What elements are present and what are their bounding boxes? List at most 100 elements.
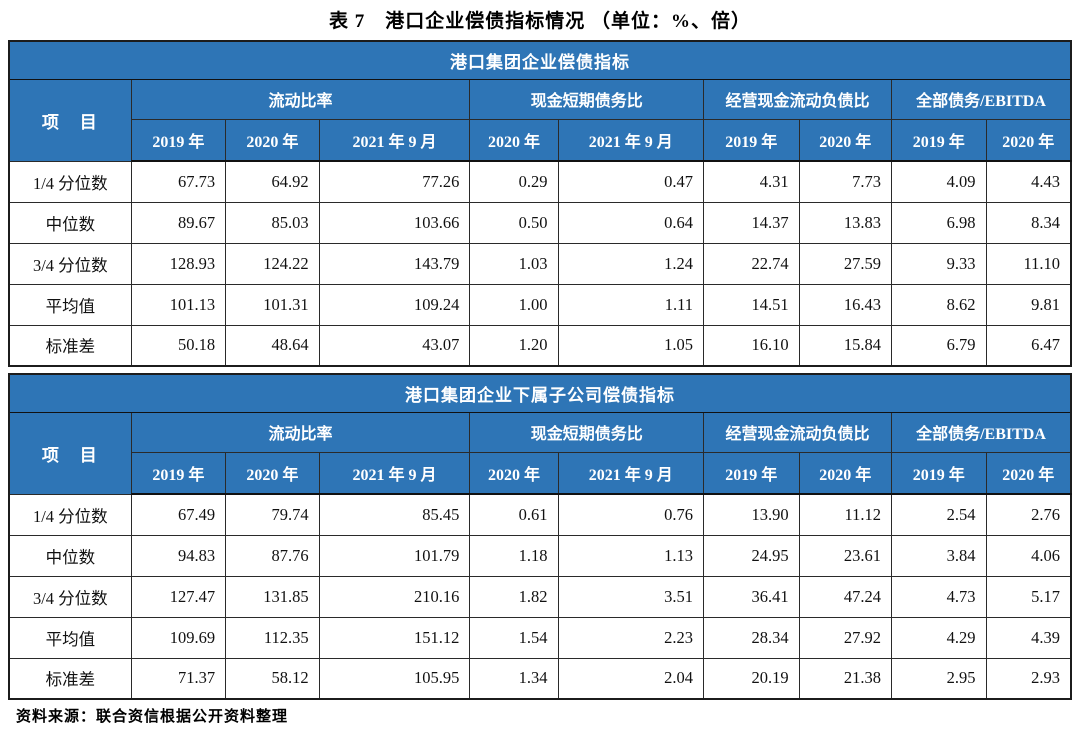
data-cell: 6.47: [985, 324, 1072, 367]
table-row: 1/4 分位数 67.49 79.74 85.45 0.61 0.76 13.9…: [8, 493, 1072, 536]
data-cell: 101.31: [225, 283, 320, 326]
data-cell: 103.66: [318, 201, 471, 244]
data-cell: 11.10: [985, 242, 1072, 285]
year-header: 2020 年: [225, 451, 320, 495]
year-header-row: 2019 年 2020 年 2021 年 9 月 2020 年 2021 年 9…: [9, 451, 1072, 495]
column-group-operating-cash-current-liabilities-ratio: 经营现金流动负债比: [703, 78, 892, 120]
data-cell: 20.19: [703, 657, 800, 700]
data-cell: 4.43: [985, 160, 1072, 203]
data-cell: 47.24: [798, 575, 892, 618]
year-header: 2019 年: [130, 451, 227, 495]
data-cell: 131.85: [225, 575, 320, 618]
row-label: 中位数: [8, 201, 132, 244]
year-header: 2020 年: [985, 451, 1072, 495]
data-cell: 13.90: [703, 493, 800, 536]
year-header: 2019 年: [703, 118, 800, 162]
data-cell: 101.13: [130, 283, 227, 326]
data-cell: 2.95: [890, 657, 987, 700]
data-cell: 24.95: [703, 534, 800, 577]
group-header-row: 项 目 流动比率 现金短期债务比 经营现金流动负债比 全部债务/EBITDA: [8, 411, 1072, 495]
data-cell: 64.92: [225, 160, 320, 203]
data-cell: 1.18: [469, 534, 559, 577]
year-header: 2019 年: [703, 451, 800, 495]
data-cell: 4.31: [703, 160, 800, 203]
data-cell: 22.74: [703, 242, 800, 285]
data-cell: 2.04: [557, 657, 705, 700]
data-cell: 8.62: [890, 283, 987, 326]
row-label: 3/4 分位数: [8, 242, 132, 285]
data-cell: 0.64: [557, 201, 705, 244]
data-cell: 4.39: [985, 616, 1072, 659]
row-label: 标准差: [8, 324, 132, 367]
row-label: 1/4 分位数: [8, 493, 132, 536]
data-cell: 0.29: [469, 160, 559, 203]
source-note: 资料来源：联合资信根据公开资料整理: [16, 709, 289, 725]
row-label: 3/4 分位数: [8, 575, 132, 618]
column-group-cash-short-term-debt-ratio: 现金短期债务比: [469, 78, 705, 120]
data-cell: 109.69: [130, 616, 227, 659]
table-row: 中位数 89.67 85.03 103.66 0.50 0.64 14.37 1…: [8, 201, 1072, 244]
data-cell: 4.09: [890, 160, 987, 203]
data-cell: 2.54: [890, 493, 987, 536]
row-label: 中位数: [8, 534, 132, 577]
data-cell: 9.33: [890, 242, 987, 285]
data-cell: 6.98: [890, 201, 987, 244]
data-cell: 4.29: [890, 616, 987, 659]
data-cell: 27.92: [798, 616, 892, 659]
section-title-row: 港口集团企业偿债指标: [8, 40, 1072, 80]
data-cell: 1.20: [469, 324, 559, 367]
data-cell: 28.34: [703, 616, 800, 659]
data-cell: 67.73: [130, 160, 227, 203]
year-header-row: 2019 年 2020 年 2021 年 9 月 2020 年 2021 年 9…: [9, 118, 1072, 162]
section-title-row: 港口集团企业下属子公司偿债指标: [8, 373, 1072, 413]
data-cell: 4.73: [890, 575, 987, 618]
group-indicators-table: 港口集团企业偿债指标 项 目 流动比率 现金短期债务比 经营现金流动负债比 全部…: [8, 40, 1072, 367]
data-cell: 0.76: [557, 493, 705, 536]
data-cell: 79.74: [225, 493, 320, 536]
data-cell: 112.35: [225, 616, 320, 659]
group-header-row: 项 目 流动比率 现金短期债务比 经营现金流动负债比 全部债务/EBITDA: [8, 78, 1072, 162]
year-header: 2020 年: [985, 118, 1072, 162]
column-group-current-ratio: 流动比率: [130, 411, 471, 453]
data-cell: 105.95: [318, 657, 471, 700]
data-cell: 101.79: [318, 534, 471, 577]
data-cell: 14.37: [703, 201, 800, 244]
table-row: 标准差 50.18 48.64 43.07 1.20 1.05 16.10 15…: [8, 324, 1072, 367]
table-row: 标准差 71.37 58.12 105.95 1.34 2.04 20.19 2…: [8, 657, 1072, 700]
data-cell: 13.83: [798, 201, 892, 244]
data-cell: 1.13: [557, 534, 705, 577]
year-header: 2020 年: [469, 451, 559, 495]
year-header: 2019 年: [890, 451, 987, 495]
data-cell: 127.47: [130, 575, 227, 618]
data-cell: 3.51: [557, 575, 705, 618]
data-cell: 50.18: [130, 324, 227, 367]
data-cell: 1.82: [469, 575, 559, 618]
column-group-current-ratio: 流动比率: [130, 78, 471, 120]
table-row: 平均值 109.69 112.35 151.12 1.54 2.23 28.34…: [8, 616, 1072, 659]
table-row: 3/4 分位数 128.93 124.22 143.79 1.03 1.24 2…: [8, 242, 1072, 285]
year-header: 2019 年: [890, 118, 987, 162]
column-group-operating-cash-current-liabilities-ratio: 经营现金流动负债比: [703, 411, 892, 453]
data-cell: 1.54: [469, 616, 559, 659]
data-cell: 14.51: [703, 283, 800, 326]
data-cell: 15.84: [798, 324, 892, 367]
year-header: 2020 年: [225, 118, 320, 162]
year-header: 2021 年 9 月: [557, 118, 705, 162]
data-cell: 77.26: [318, 160, 471, 203]
year-header: 2020 年: [469, 118, 559, 162]
data-cell: 36.41: [703, 575, 800, 618]
data-cell: 151.12: [318, 616, 471, 659]
data-cell: 210.16: [318, 575, 471, 618]
data-cell: 0.50: [469, 201, 559, 244]
table-row: 1/4 分位数 67.73 64.92 77.26 0.29 0.47 4.31…: [8, 160, 1072, 203]
subsidiary-indicators-table: 港口集团企业下属子公司偿债指标 项 目 流动比率 现金短期债务比 经营现金流动负…: [8, 373, 1072, 700]
data-cell: 2.23: [557, 616, 705, 659]
data-cell: 48.64: [225, 324, 320, 367]
column-header-item: 项 目: [8, 411, 132, 495]
table-title: 表 7 港口企业偿债指标情况 （单位：%、倍）: [328, 11, 751, 32]
table-row: 中位数 94.83 87.76 101.79 1.18 1.13 24.95 2…: [8, 534, 1072, 577]
data-cell: 89.67: [130, 201, 227, 244]
data-cell: 58.12: [225, 657, 320, 700]
data-cell: 85.03: [225, 201, 320, 244]
